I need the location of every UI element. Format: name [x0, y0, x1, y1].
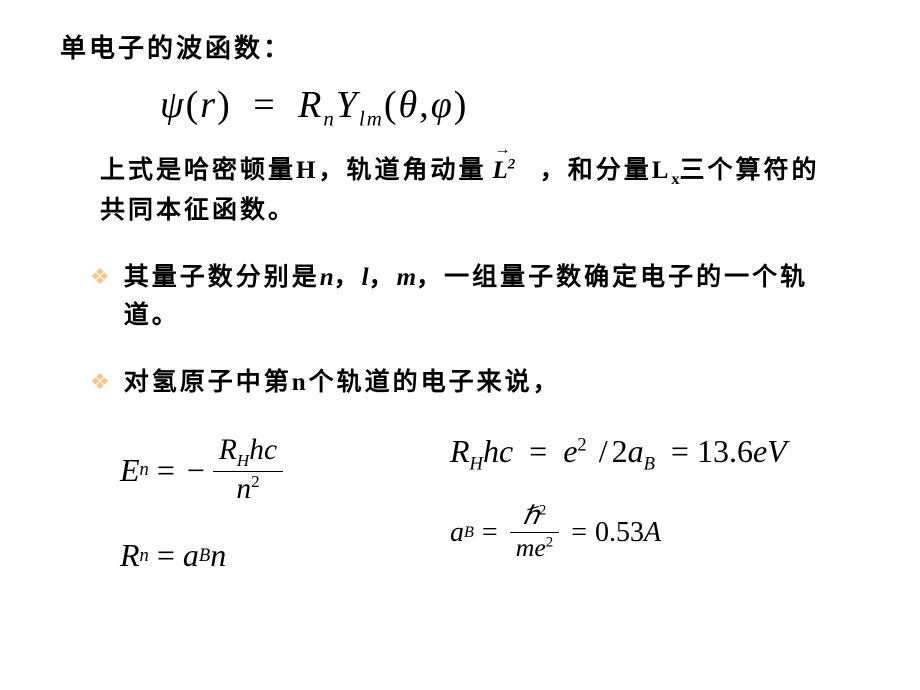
phi: φ	[431, 84, 454, 126]
comma: ,	[419, 84, 431, 126]
formula-block: En = − RHhc n2 Rn = aBn RHhc = e2 /2aB	[60, 433, 860, 575]
formula-Rn: Rn = aBn	[120, 537, 450, 574]
lparen2: (	[384, 84, 399, 126]
formula-energy: En = − RHhc n2	[120, 433, 450, 508]
diamond-icon: ❖	[90, 364, 110, 399]
p1-t2: ，和分量L	[540, 157, 672, 184]
lparen: (	[186, 84, 201, 126]
sub-n: n	[323, 107, 335, 131]
rparen: )	[217, 84, 232, 126]
p1-t1: 上式是哈密顿量H，轨道角动量	[100, 157, 486, 184]
formula-aB: aB = ℏ2 me2 = 0.53A	[450, 501, 787, 564]
main-equation: ψ(r) = RnYlm(θ,φ)	[160, 83, 860, 132]
bullet-2-text: 对氢原子中第n个轨道的电子来说，	[124, 364, 561, 403]
var-r: r	[200, 84, 217, 126]
bullet-1: ❖ 其量子数分别是n，l，m，一组量子数确定电子的一个轨道。	[60, 259, 860, 337]
heading: 单电子的波函数：	[60, 28, 860, 65]
bullet-1-text: 其量子数分别是n，l，m，一组量子数确定电子的一个轨道。	[124, 259, 860, 337]
theta: θ	[399, 84, 420, 126]
vector-arrow: →	[494, 138, 510, 163]
frac-rhhc-n2: RHhc n2	[213, 433, 283, 508]
formula-col-left: En = − RHhc n2 Rn = aBn	[120, 433, 450, 575]
formula-RHhc: RHhc = e2 /2aB =13.6eV	[450, 433, 787, 475]
Y: Y	[336, 84, 359, 126]
paragraph-1: 上式是哈密顿量H，轨道角动量→L2 ，和分量Lx三个算符的共同本征函数。	[100, 152, 840, 231]
sub-x: x	[671, 170, 679, 188]
R: R	[298, 84, 323, 126]
sub-lm: lm	[359, 107, 384, 131]
formula-col-right: RHhc = e2 /2aB =13.6eV aB = ℏ2 me2 = 0.5…	[450, 433, 787, 575]
rparen2: )	[454, 84, 469, 126]
eq-sign: =	[253, 84, 276, 126]
frac-hbar2-me2: ℏ2 me2	[510, 501, 560, 564]
bullet-2: ❖ 对氢原子中第n个轨道的电子来说，	[60, 364, 860, 403]
diamond-icon: ❖	[90, 259, 110, 294]
psi: ψ	[160, 84, 186, 126]
L-squared-vector: →L2	[492, 152, 515, 191]
